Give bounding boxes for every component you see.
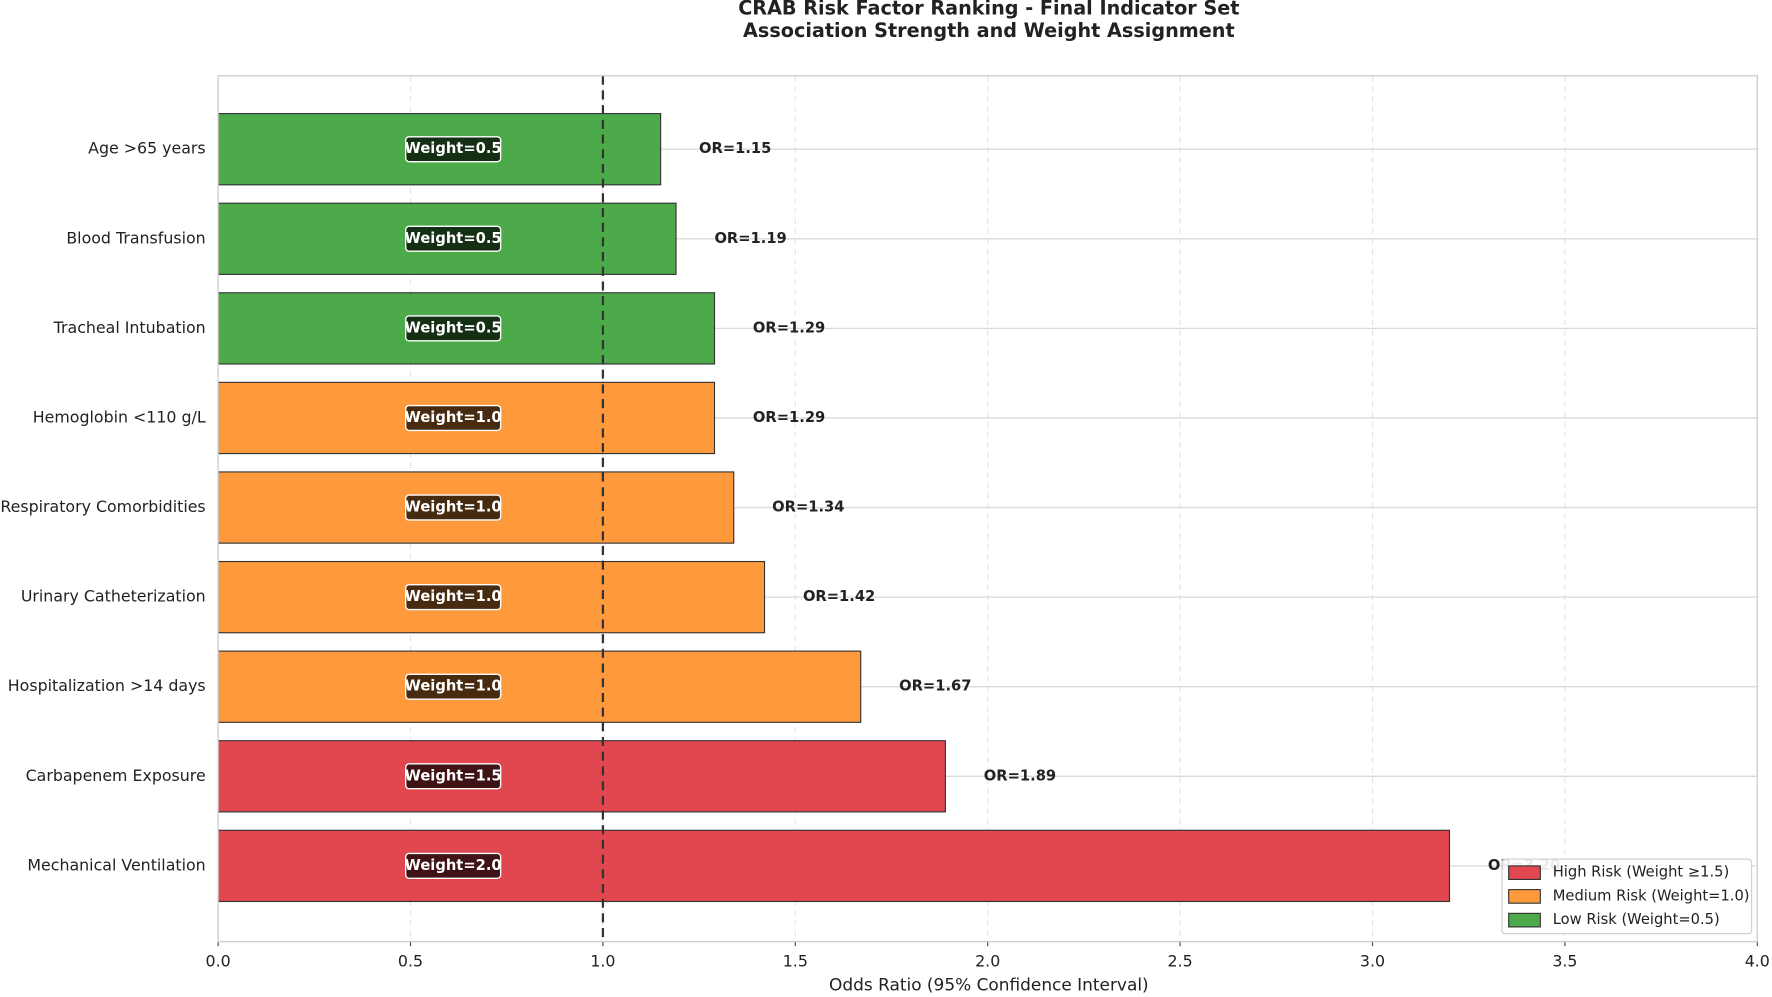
x-tick-label: 3.0 <box>1360 951 1385 970</box>
weight-label-box <box>405 852 502 879</box>
bar <box>217 471 735 544</box>
value-label: OR=1.29 <box>753 319 825 336</box>
legend-label: Low Risk (Weight=0.5) <box>1553 911 1720 928</box>
x-tick-label: 1.5 <box>783 951 808 970</box>
x-axis-title: Odds Ratio (95% Confidence Interval) <box>829 975 1149 995</box>
bar <box>217 740 946 813</box>
x-tick-label: 0.0 <box>206 951 231 970</box>
value-label: OR=1.89 <box>984 767 1056 784</box>
legend-box <box>1501 858 1753 935</box>
y-tick-label: Carbapenem Exposure <box>26 766 206 785</box>
y-tick-label: Urinary Catheterization <box>21 587 206 606</box>
value-label: OR=1.29 <box>753 409 825 426</box>
weight-label: Weight=1.5 <box>405 767 502 784</box>
x-tick-label: 2.5 <box>1168 951 1193 970</box>
weight-label: Weight=2.0 <box>405 857 502 874</box>
chart-subtitle: Association Strength and Weight Assignme… <box>743 19 1235 42</box>
weight-label-box <box>405 404 502 432</box>
weight-label: Weight=1.0 <box>405 499 502 516</box>
legend-label: Medium Risk (Weight=1.0) <box>1553 887 1750 904</box>
y-tick-label: Mechanical Ventilation <box>27 855 205 874</box>
weight-label: Weight=1.0 <box>405 678 502 695</box>
legend-swatch <box>1508 865 1541 881</box>
bar <box>217 650 862 723</box>
weight-label: Weight=0.5 <box>405 319 502 336</box>
value-label: OR=1.34 <box>772 499 844 516</box>
legend-label: High Risk (Weight ≥1.5) <box>1553 864 1729 881</box>
legend-swatch <box>1508 889 1541 904</box>
weight-label: Weight=1.0 <box>405 588 502 605</box>
weight-label-box <box>405 763 502 790</box>
x-tick-label: 2.0 <box>975 951 1000 970</box>
weight-label: Weight=1.0 <box>405 409 502 426</box>
x-tick-label: 4.0 <box>1745 951 1770 970</box>
weight-label: Weight=0.5 <box>405 230 502 247</box>
chart-title: CRAB Risk Factor Ranking - Final Indicat… <box>738 0 1239 20</box>
weight-label-box <box>405 673 502 700</box>
value-label: OR=1.19 <box>714 230 786 247</box>
weight-label-box <box>405 225 502 252</box>
weight-label-box <box>405 494 502 521</box>
y-tick-label: Blood Transfusion <box>66 228 205 247</box>
y-tick-label: Respiratory Comorbidities <box>0 497 205 516</box>
bar <box>217 829 1451 903</box>
value-label: OR=1.67 <box>899 678 971 695</box>
plot-frame <box>217 75 1758 943</box>
y-tick-label: Age >65 years <box>88 139 206 158</box>
y-tick-label: Hospitalization >14 days <box>8 676 206 695</box>
value-label: OR=1.15 <box>699 140 771 157</box>
x-tick-label: 1.0 <box>590 951 615 970</box>
x-tick-label: 3.5 <box>1552 951 1577 970</box>
value-label: OR=1.42 <box>803 588 875 605</box>
y-tick-label: Hemoglobin <110 g/L <box>33 407 206 426</box>
legend-swatch <box>1508 912 1541 928</box>
weight-label-box <box>405 136 502 163</box>
x-tick-label: 0.5 <box>398 951 423 970</box>
weight-label: Weight=0.5 <box>405 140 502 157</box>
weight-label-box <box>405 584 502 611</box>
y-tick-label: Tracheal Intubation <box>53 318 206 337</box>
weight-label-box <box>405 315 502 342</box>
